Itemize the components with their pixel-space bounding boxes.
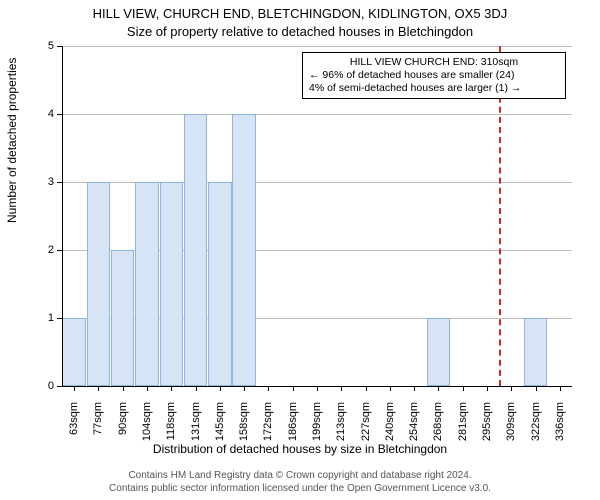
gridline (62, 114, 572, 115)
bar (111, 250, 134, 386)
x-tick-label: 295sqm (481, 402, 493, 452)
x-tick-label: 336sqm (554, 402, 566, 452)
figure: HILL VIEW, CHURCH END, BLETCHINGDON, KID… (0, 0, 600, 500)
y-axis-label: Number of detached properties (5, 207, 19, 223)
info-box-line: ← 96% of detached houses are smaller (24… (309, 69, 559, 82)
x-tick-label: 145sqm (214, 402, 226, 452)
x-tick-label: 186sqm (287, 402, 299, 452)
bar (232, 114, 255, 386)
x-tick-label: 227sqm (360, 402, 372, 452)
gridline (62, 46, 572, 47)
x-axis-line (62, 386, 572, 387)
chart-subtitle: Size of property relative to detached ho… (0, 24, 600, 39)
y-tick-label: 2 (24, 244, 54, 256)
chart-title: HILL VIEW, CHURCH END, BLETCHINGDON, KID… (0, 6, 600, 21)
x-tick-label: 118sqm (165, 402, 177, 452)
x-tick-label: 268sqm (432, 402, 444, 452)
bar (427, 318, 450, 386)
x-tick-label: 240sqm (384, 402, 396, 452)
x-tick-label: 104sqm (141, 402, 153, 452)
y-tick-label: 5 (24, 40, 54, 52)
x-tick-label: 63sqm (68, 402, 80, 452)
x-tick-label: 131sqm (190, 402, 202, 452)
x-tick-label: 172sqm (262, 402, 274, 452)
attribution-line-1: Contains HM Land Registry data © Crown c… (0, 470, 600, 481)
x-tick-label: 322sqm (530, 402, 542, 452)
x-tick-label: 77sqm (92, 402, 104, 452)
bar (208, 182, 231, 386)
y-axis-line (62, 46, 63, 386)
bar (135, 182, 158, 386)
bar (184, 114, 207, 386)
bar (160, 182, 183, 386)
y-tick-label: 3 (24, 176, 54, 188)
x-tick-label: 199sqm (311, 402, 323, 452)
x-tick-label: 158sqm (238, 402, 250, 452)
bar (524, 318, 547, 386)
info-box-line: 4% of semi-detached houses are larger (1… (309, 82, 559, 95)
x-tick-label: 213sqm (335, 402, 347, 452)
property-info-box: HILL VIEW CHURCH END: 310sqm← 96% of det… (302, 52, 566, 99)
y-tick-label: 4 (24, 108, 54, 120)
x-tick-label: 90sqm (117, 402, 129, 452)
bar (62, 318, 85, 386)
attribution-line-2: Contains public sector information licen… (0, 483, 600, 494)
x-tick-label: 309sqm (505, 402, 517, 452)
bar (87, 182, 110, 386)
info-box-line: HILL VIEW CHURCH END: 310sqm (309, 56, 559, 69)
x-tick-label: 281sqm (457, 402, 469, 452)
x-tick-label: 254sqm (408, 402, 420, 452)
y-tick-label: 1 (24, 312, 54, 324)
y-tick-label: 0 (24, 380, 54, 392)
